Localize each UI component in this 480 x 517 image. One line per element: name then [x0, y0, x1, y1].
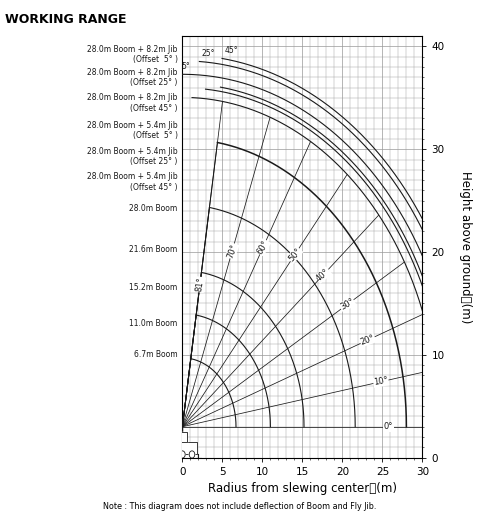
Text: Height above ground　(m): Height above ground (m) — [459, 171, 472, 323]
Text: (Offset 45° ): (Offset 45° ) — [130, 183, 178, 192]
Text: (Offset  5° ): (Offset 5° ) — [132, 55, 178, 64]
Text: 10°: 10° — [373, 376, 389, 387]
Text: 25°: 25° — [202, 50, 215, 58]
Circle shape — [189, 451, 195, 458]
Text: 45°: 45° — [225, 47, 238, 55]
Text: 28.0m Boom + 8.2m Jib: 28.0m Boom + 8.2m Jib — [87, 68, 178, 77]
Text: 28.0m Boom: 28.0m Boom — [129, 204, 178, 214]
Text: (Offset 25° ): (Offset 25° ) — [130, 157, 178, 166]
Text: 28.0m Boom + 5.4m Jib: 28.0m Boom + 5.4m Jib — [87, 147, 178, 156]
Text: 15.2m Boom: 15.2m Boom — [129, 283, 178, 293]
Text: 28.0m Boom + 5.4m Jib: 28.0m Boom + 5.4m Jib — [87, 121, 178, 130]
Text: 70°: 70° — [226, 242, 239, 260]
Text: 0°: 0° — [384, 422, 393, 431]
Text: 28.0m Boom + 8.2m Jib: 28.0m Boom + 8.2m Jib — [87, 94, 178, 102]
Text: Radius from slewing center　(m): Radius from slewing center (m) — [208, 482, 397, 495]
Text: 5°: 5° — [181, 62, 190, 71]
Text: 30°: 30° — [339, 297, 356, 312]
Polygon shape — [168, 442, 197, 454]
Text: Note : This diagram does not include deflection of Boom and Fly Jib.: Note : This diagram does not include def… — [103, 502, 377, 511]
Circle shape — [170, 451, 176, 458]
Text: (Offset 25° ): (Offset 25° ) — [130, 78, 178, 87]
Text: (Offset  5° ): (Offset 5° ) — [132, 131, 178, 141]
Polygon shape — [167, 445, 168, 451]
Text: 11.0m Boom: 11.0m Boom — [129, 320, 178, 328]
Text: 6.7m Boom: 6.7m Boom — [134, 351, 178, 359]
Text: (Offset 45° ): (Offset 45° ) — [130, 104, 178, 113]
Text: WORKING RANGE: WORKING RANGE — [5, 13, 126, 26]
Text: 40°: 40° — [314, 267, 332, 283]
Polygon shape — [181, 432, 187, 442]
Text: 81°: 81° — [194, 277, 205, 293]
Circle shape — [180, 451, 185, 458]
Text: 28.0m Boom + 8.2m Jib: 28.0m Boom + 8.2m Jib — [87, 45, 178, 54]
Text: 28.0m Boom + 5.4m Jib: 28.0m Boom + 5.4m Jib — [87, 173, 178, 181]
Text: 60°: 60° — [255, 239, 271, 256]
Text: 50°: 50° — [287, 246, 303, 263]
Text: 20°: 20° — [359, 333, 376, 347]
Text: 21.6m Boom: 21.6m Boom — [129, 246, 178, 254]
